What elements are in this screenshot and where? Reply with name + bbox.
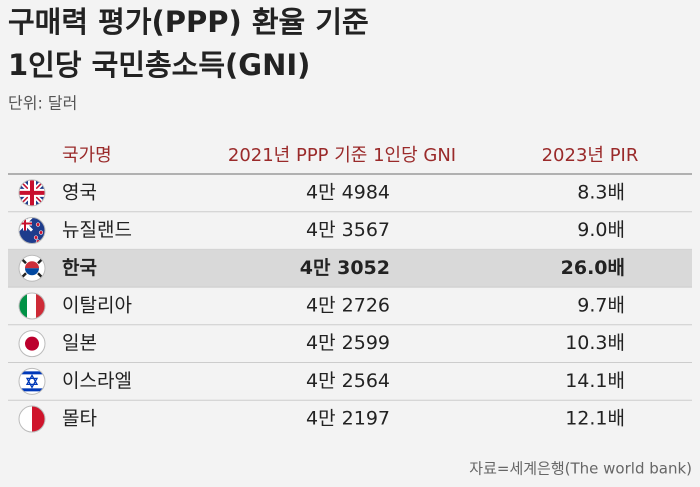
column-header: 2023년 PIR (542, 145, 639, 166)
pir: 8.3배 (577, 181, 625, 203)
flag-part (19, 406, 32, 433)
flag-part (19, 179, 45, 206)
title-line: 1인당 국민총소득(GNI) (8, 48, 310, 82)
flag-part (25, 374, 39, 389)
flag-part (19, 292, 28, 319)
row-highlight (8, 249, 692, 288)
flag (19, 292, 45, 319)
flag (19, 255, 45, 282)
pir: 12.1배 (565, 408, 625, 430)
gni: 4만 4984 (306, 181, 390, 203)
flag-outline (18, 254, 46, 282)
gni: 4만 2599 (306, 332, 390, 354)
country: 이스라엘 (62, 370, 132, 392)
pir: 9.7배 (577, 294, 625, 316)
title-line: 구매력 평가(PPP) 환율 기준 (8, 5, 369, 39)
flag (19, 406, 45, 433)
flag-part (33, 235, 39, 240)
flag-outline (18, 367, 46, 395)
flag-part (38, 230, 44, 235)
gni: 4만 3567 (306, 219, 390, 241)
flag-outline (18, 217, 46, 245)
flag-part (27, 292, 37, 319)
flag-outline (18, 405, 46, 433)
flag-outline (18, 330, 46, 358)
gni: 4만 3052 (300, 257, 390, 279)
country: 영국 (62, 181, 97, 203)
gni: 4만 2726 (306, 294, 390, 316)
pir: 9.0배 (577, 219, 625, 241)
flag-part (25, 268, 39, 276)
pir: 26.0배 (561, 257, 625, 279)
country: 몰타 (62, 408, 97, 430)
flag-outline (18, 179, 46, 207)
flag-part (19, 371, 45, 375)
flag-part (32, 406, 45, 433)
flag-part (19, 388, 45, 392)
flag (19, 368, 45, 395)
flag-part (25, 336, 39, 351)
flag (19, 330, 45, 357)
country: 한국 (62, 257, 97, 279)
country: 이탈리아 (62, 294, 132, 316)
source: 자료=세계은행(The world bank) (469, 460, 692, 478)
unit: 단위: 달러 (8, 94, 77, 113)
flag-outline (18, 292, 46, 320)
flag-part (36, 292, 45, 319)
country: 일본 (62, 332, 97, 354)
flag-part (25, 261, 39, 269)
pir: 10.3배 (565, 332, 625, 354)
gni: 4만 2564 (306, 370, 390, 392)
country: 뉴질랜드 (62, 219, 132, 241)
gni: 4만 2197 (306, 408, 390, 430)
pir: 14.1배 (565, 370, 625, 392)
flag-part (35, 222, 41, 227)
column-header: 2021년 PPP 기준 1인당 GNI (228, 145, 456, 166)
column-header: 국가명 (62, 145, 112, 166)
